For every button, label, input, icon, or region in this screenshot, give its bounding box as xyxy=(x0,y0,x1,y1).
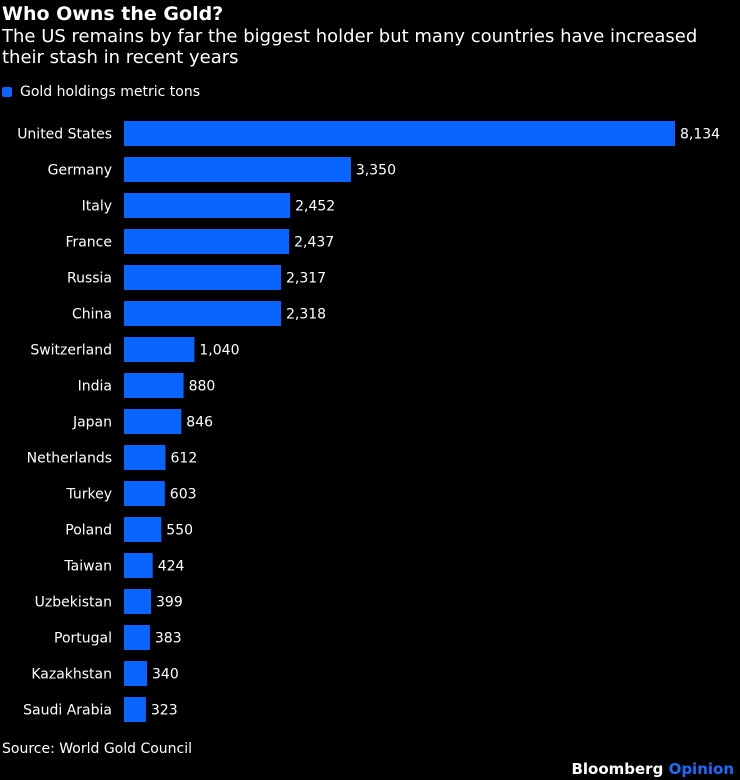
category-label: Turkey xyxy=(65,487,112,503)
value-label: 2,452 xyxy=(295,199,335,215)
category-label: India xyxy=(78,379,112,395)
value-label: 880 xyxy=(189,379,216,395)
category-label: Italy xyxy=(82,199,112,215)
category-label: China xyxy=(72,307,112,323)
value-label: 424 xyxy=(158,559,185,575)
category-label: Switzerland xyxy=(30,343,112,359)
value-label: 2,317 xyxy=(286,271,326,287)
source-note: Source: World Gold Council xyxy=(2,741,193,757)
category-label: Poland xyxy=(65,523,112,539)
bar xyxy=(124,301,281,326)
bar xyxy=(124,589,151,614)
value-label: 846 xyxy=(186,415,213,431)
value-label: 340 xyxy=(152,667,179,683)
value-label: 550 xyxy=(166,523,193,539)
bar xyxy=(124,445,166,470)
category-label: Uzbekistan xyxy=(35,595,112,611)
bar xyxy=(124,337,195,362)
bar xyxy=(124,517,162,542)
bar xyxy=(124,265,281,290)
bar xyxy=(124,229,290,254)
bar xyxy=(124,157,351,182)
value-label: 3,350 xyxy=(356,163,396,179)
bar xyxy=(124,661,147,686)
value-label: 1,040 xyxy=(199,343,239,359)
value-label: 383 xyxy=(155,631,182,647)
legend-label: Gold holdings metric tons xyxy=(20,84,201,100)
category-label: Taiwan xyxy=(63,559,112,575)
brand-main: Bloomberg xyxy=(571,760,664,778)
bar xyxy=(124,373,184,398)
bar xyxy=(124,553,153,578)
brand-logo: Bloomberg Opinion xyxy=(571,760,734,778)
brand-accent: Opinion xyxy=(668,760,734,778)
legend-swatch xyxy=(2,87,12,97)
category-label: Saudi Arabia xyxy=(23,703,112,719)
category-label: Netherlands xyxy=(27,451,112,467)
value-label: 399 xyxy=(156,595,183,611)
bar xyxy=(124,625,150,650)
category-label: Japan xyxy=(72,415,112,431)
bar xyxy=(124,481,165,506)
bar xyxy=(124,193,291,218)
value-label: 2,318 xyxy=(286,307,326,323)
category-label: Kazakhstan xyxy=(31,667,112,683)
value-label: 8,134 xyxy=(680,127,720,143)
category-label: Germany xyxy=(48,163,112,179)
value-label: 2,437 xyxy=(294,235,334,251)
bar xyxy=(124,409,182,434)
value-label: 603 xyxy=(170,487,197,503)
chart-subtitle: The US remains by far the biggest holder… xyxy=(2,26,698,68)
bar xyxy=(124,697,146,722)
bar-chart: United States 8,134 Germany 3,350 Italy 2,452… xyxy=(17,121,720,722)
category-label: United States xyxy=(17,127,112,143)
bar xyxy=(124,121,675,146)
value-label: 323 xyxy=(151,703,178,719)
value-label: 612 xyxy=(171,451,198,467)
category-label: Russia xyxy=(67,271,112,287)
chart-title: Who Owns the Gold? xyxy=(2,3,224,25)
category-label: France xyxy=(65,235,112,251)
category-label: Portugal xyxy=(54,631,112,647)
legend: Gold holdings metric tons xyxy=(2,84,200,100)
